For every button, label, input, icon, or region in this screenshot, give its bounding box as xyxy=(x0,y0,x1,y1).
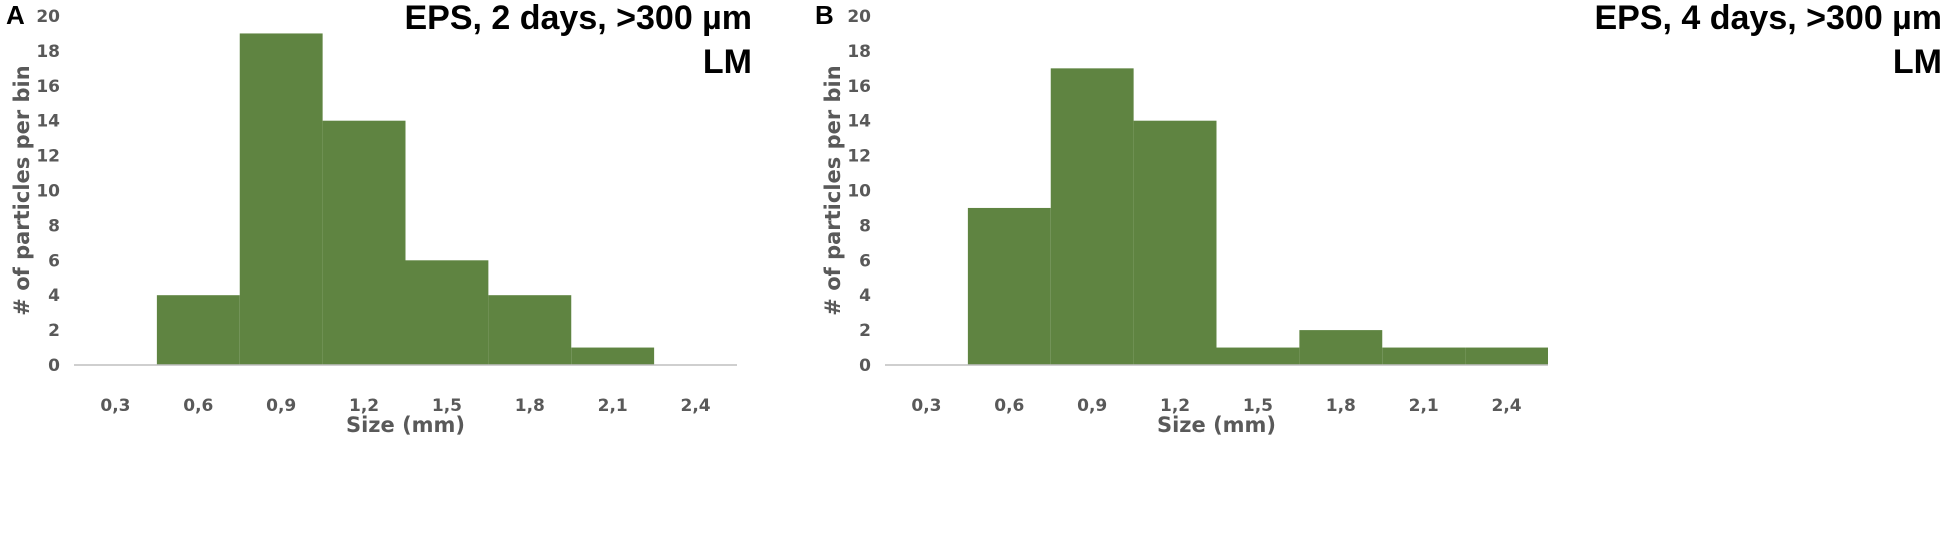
y-axis-title: # of particles per bin xyxy=(821,65,845,315)
y-tick-label: 10 xyxy=(36,182,60,202)
bar-0-6 xyxy=(156,295,240,365)
chart-title-line: EPS, 4 days, >300 µm xyxy=(1594,0,1942,37)
y-tick-label: 4 xyxy=(48,286,60,306)
panel-label: A xyxy=(6,0,25,30)
x-axis-title: Size (mm) xyxy=(1157,413,1276,437)
x-tick-label: 0,9 xyxy=(1077,396,1107,416)
y-tick-label: 18 xyxy=(847,42,871,62)
bar-0-6 xyxy=(967,207,1051,365)
y-tick-label: 2 xyxy=(859,321,871,341)
y-tick-label: 20 xyxy=(36,7,60,27)
x-tick-label: 1,2 xyxy=(1160,396,1190,416)
bar-1-2 xyxy=(1133,120,1217,365)
y-tick-label: 14 xyxy=(847,112,871,132)
y-tick-label: 6 xyxy=(859,251,871,271)
x-axis-title: Size (mm) xyxy=(346,413,465,437)
y-tick-label: 20 xyxy=(847,7,871,27)
x-tick-label: 1,5 xyxy=(432,396,462,416)
x-tick-label: 2,1 xyxy=(1409,396,1439,416)
x-tick-label: 0,3 xyxy=(100,396,130,416)
x-tick-label: 2,4 xyxy=(1492,396,1522,416)
bar-0-9 xyxy=(1050,68,1134,365)
x-tick-label: 0,9 xyxy=(266,396,296,416)
y-tick-label: 2 xyxy=(48,321,60,341)
y-tick-label: 4 xyxy=(859,286,871,306)
y-tick-label: 16 xyxy=(36,77,60,97)
histogram-panel-b: 0 2 4 6 8 10 12 14 16 18 20 0,3 0,6 0,9 1,2 1,5 1,8 2,1 2,… xyxy=(815,0,1942,437)
y-tick-label: 8 xyxy=(859,216,871,236)
bar-1-5 xyxy=(1216,347,1300,365)
x-tick-label: 2,4 xyxy=(681,396,711,416)
bar-1-5 xyxy=(405,260,489,365)
chart-title-line: EPS, 2 days, >300 µm xyxy=(404,0,752,37)
panel-label: B xyxy=(815,0,834,30)
chart-title-line: LM xyxy=(1893,43,1942,81)
bar-2-1 xyxy=(571,347,655,365)
y-tick-label: 0 xyxy=(859,356,871,376)
y-axis-title: # of particles per bin xyxy=(10,65,34,315)
x-tick-label: 2,1 xyxy=(598,396,628,416)
bar-1-2 xyxy=(322,120,406,365)
y-tick-label: 18 xyxy=(36,42,60,62)
y-tick-label: 6 xyxy=(48,251,60,271)
bar-0-9 xyxy=(239,33,323,365)
y-tick-label: 10 xyxy=(847,182,871,202)
x-tick-label: 1,5 xyxy=(1243,396,1273,416)
x-tick-label: 1,8 xyxy=(515,396,545,416)
y-tick-label: 16 xyxy=(847,77,871,97)
bar-1-8 xyxy=(488,295,572,365)
chart-title-line: LM xyxy=(703,43,752,81)
bar-2-4 xyxy=(1465,347,1548,365)
bar-2-1 xyxy=(1382,347,1466,365)
x-tick-label: 0,6 xyxy=(994,396,1024,416)
y-tick-label: 0 xyxy=(48,356,60,376)
x-tick-label: 0,3 xyxy=(911,396,941,416)
x-tick-label: 1,8 xyxy=(1326,396,1356,416)
x-tick-label: 0,6 xyxy=(183,396,213,416)
y-tick-label: 12 xyxy=(847,147,871,167)
y-tick-label: 14 xyxy=(36,112,60,132)
y-tick-label: 8 xyxy=(48,216,60,236)
y-tick-label: 12 xyxy=(36,147,60,167)
x-tick-label: 1,2 xyxy=(349,396,379,416)
histogram-panel-a: 0 2 4 6 8 10 12 14 16 18 20 0,3 0,6 0,9 1,2 1,5 1,8 2,1 2,… xyxy=(6,0,752,437)
bar-1-8 xyxy=(1299,330,1383,365)
